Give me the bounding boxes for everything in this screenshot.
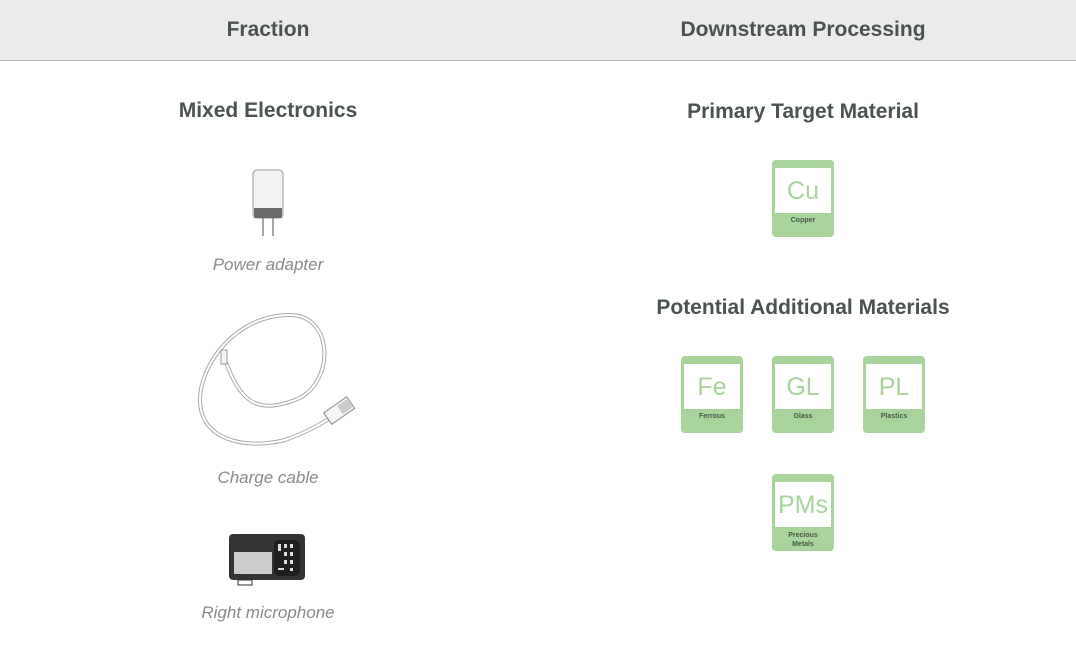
- caption-power-adapter: Power adapter: [212, 255, 324, 274]
- material-name: Ferrous: [698, 413, 726, 420]
- material-name: Copper: [790, 217, 816, 224]
- material-tile-copper: Cu Copper: [772, 160, 834, 237]
- power-adapter-icon: [252, 169, 284, 236]
- header-fraction: Fraction: [226, 18, 310, 41]
- material-symbol: Fe: [684, 364, 740, 409]
- material-symbol: PL: [866, 364, 922, 409]
- material-name: Precious Metals: [788, 532, 818, 548]
- material-tile-plastics: PL Plastics: [863, 356, 925, 433]
- material-name: Plastics: [880, 413, 908, 420]
- material-symbol: PMs: [775, 482, 831, 527]
- material-tile-precious-metals: PMs Precious Metals: [772, 474, 834, 551]
- table-header: Fraction Downstream Processing: [0, 0, 1076, 61]
- caption-right-microphone: Right microphone: [201, 603, 335, 622]
- material-symbol: GL: [775, 364, 831, 409]
- header-downstream-processing: Downstream Processing: [680, 18, 926, 41]
- material-symbol: Cu: [775, 168, 831, 213]
- caption-charge-cable: Charge cable: [217, 468, 319, 487]
- primary-target-title: Primary Target Material: [687, 100, 919, 123]
- material-tile-ferrous: Fe Ferrous: [681, 356, 743, 433]
- fraction-title: Mixed Electronics: [178, 99, 358, 122]
- material-tile-glass: GL Glass: [772, 356, 834, 433]
- additional-materials-title: Potential Additional Materials: [656, 296, 950, 319]
- microphone-module-icon: [229, 534, 305, 586]
- charge-cable-icon: [197, 312, 356, 446]
- material-name: Glass: [793, 413, 813, 420]
